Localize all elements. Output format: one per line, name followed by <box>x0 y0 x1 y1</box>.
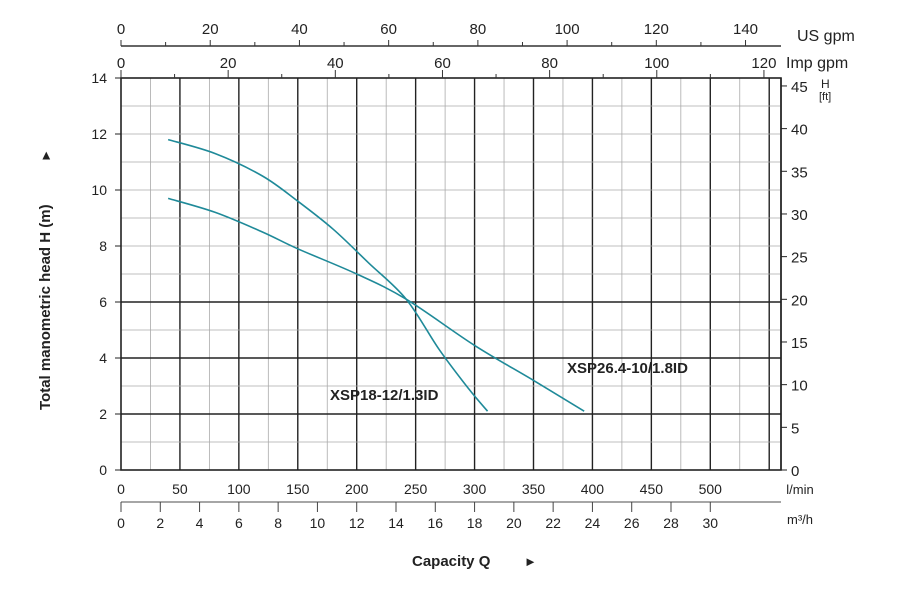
y-tick-label: 4 <box>99 350 107 366</box>
y-axis-label: Total manometric head H (m) <box>37 204 54 410</box>
impgpm-tick-label: 120 <box>751 55 776 72</box>
usgpm-tick-label: 140 <box>733 21 758 38</box>
ft-tick-label: 30 <box>791 207 808 224</box>
y-tick-label: 12 <box>91 126 107 142</box>
usgpm-tick-label: 60 <box>380 21 397 38</box>
ft-tick-label: 40 <box>791 122 808 139</box>
usgpm-tick-label: 100 <box>555 21 580 38</box>
ft-axis-label: H <box>821 77 830 91</box>
m3h-tick-label: 6 <box>235 515 243 531</box>
lmin-tick-label: 250 <box>404 481 428 497</box>
m3h-tick-label: 30 <box>702 515 718 531</box>
usgpm-axis-label: US gpm <box>797 28 855 45</box>
y-tick-label: 0 <box>99 462 107 478</box>
ft-tick-label: 25 <box>791 250 808 267</box>
m3h-tick-label: 14 <box>388 515 404 531</box>
lmin-axis-label: l/min <box>786 482 813 497</box>
m3h-tick-label: 8 <box>274 515 282 531</box>
usgpm-tick-label: 40 <box>291 21 308 38</box>
usgpm-tick-label: 0 <box>117 21 125 38</box>
label-xsp26: XSP26.4-10/1.8ID <box>567 360 688 377</box>
ft-tick-label: 10 <box>791 378 808 395</box>
y-tick-label: 14 <box>91 70 107 86</box>
usgpm-tick-label: 120 <box>644 21 669 38</box>
ft-tick-label: 15 <box>791 335 808 352</box>
usgpm-tick-label: 20 <box>202 21 219 38</box>
impgpm-tick-label: 0 <box>117 55 125 72</box>
lmin-tick-label: 500 <box>699 481 723 497</box>
m3h-tick-label: 28 <box>663 515 679 531</box>
lmin-tick-label: 100 <box>227 481 251 497</box>
usgpm-tick-label: 80 <box>470 21 487 38</box>
ft-tick-label: 0 <box>791 463 799 480</box>
lmin-tick-label: 400 <box>581 481 605 497</box>
impgpm-axis-label: Imp gpm <box>786 55 848 72</box>
m3h-tick-label: 22 <box>545 515 561 531</box>
ft-tick-label: 20 <box>791 292 808 309</box>
m3h-tick-label: 4 <box>196 515 204 531</box>
grid <box>120 77 782 471</box>
lmin-tick-label: 50 <box>172 481 188 497</box>
y-tick-label: 2 <box>99 406 107 422</box>
y-tick-label: 10 <box>91 182 107 198</box>
m3h-tick-label: 0 <box>117 515 125 531</box>
m3h-tick-label: 10 <box>310 515 326 531</box>
x-axis-arrow: ► <box>524 554 537 569</box>
impgpm-tick-label: 20 <box>220 55 237 72</box>
ft-tick-label: 5 <box>791 420 799 437</box>
curve-xsp26 <box>167 197 585 412</box>
lmin-tick-label: 200 <box>345 481 369 497</box>
y-axis-arrow: ► <box>38 149 53 162</box>
m3h-tick-label: 2 <box>156 515 164 531</box>
lmin-tick-label: 300 <box>463 481 487 497</box>
plot-frame <box>120 77 782 471</box>
m3h-axis-label: m³/h <box>787 512 813 527</box>
m3h-tick-label: 20 <box>506 515 522 531</box>
impgpm-tick-label: 40 <box>327 55 344 72</box>
y-tick-label: 6 <box>99 294 107 310</box>
m3h-tick-label: 16 <box>427 515 443 531</box>
lmin-tick-label: 350 <box>522 481 546 497</box>
lmin-tick-label: 150 <box>286 481 310 497</box>
m3h-tick-label: 18 <box>467 515 483 531</box>
ft-axis-unit: [ft] <box>819 91 831 103</box>
ft-tick-label: 45 <box>791 79 808 96</box>
curves <box>167 138 585 412</box>
impgpm-tick-label: 60 <box>434 55 451 72</box>
label-xsp18: XSP18-12/1.3ID <box>330 387 439 404</box>
x-axis-label: Capacity Q <box>412 553 491 570</box>
lmin-tick-label: 0 <box>117 481 125 497</box>
m3h-tick-label: 24 <box>585 515 601 531</box>
curve-xsp18 <box>167 138 489 412</box>
lmin-tick-label: 450 <box>640 481 664 497</box>
m3h-tick-label: 26 <box>624 515 640 531</box>
impgpm-tick-label: 100 <box>644 55 669 72</box>
y-tick-label: 8 <box>99 238 107 254</box>
ft-tick-label: 35 <box>791 164 808 181</box>
impgpm-tick-label: 80 <box>541 55 558 72</box>
m3h-tick-label: 12 <box>349 515 365 531</box>
